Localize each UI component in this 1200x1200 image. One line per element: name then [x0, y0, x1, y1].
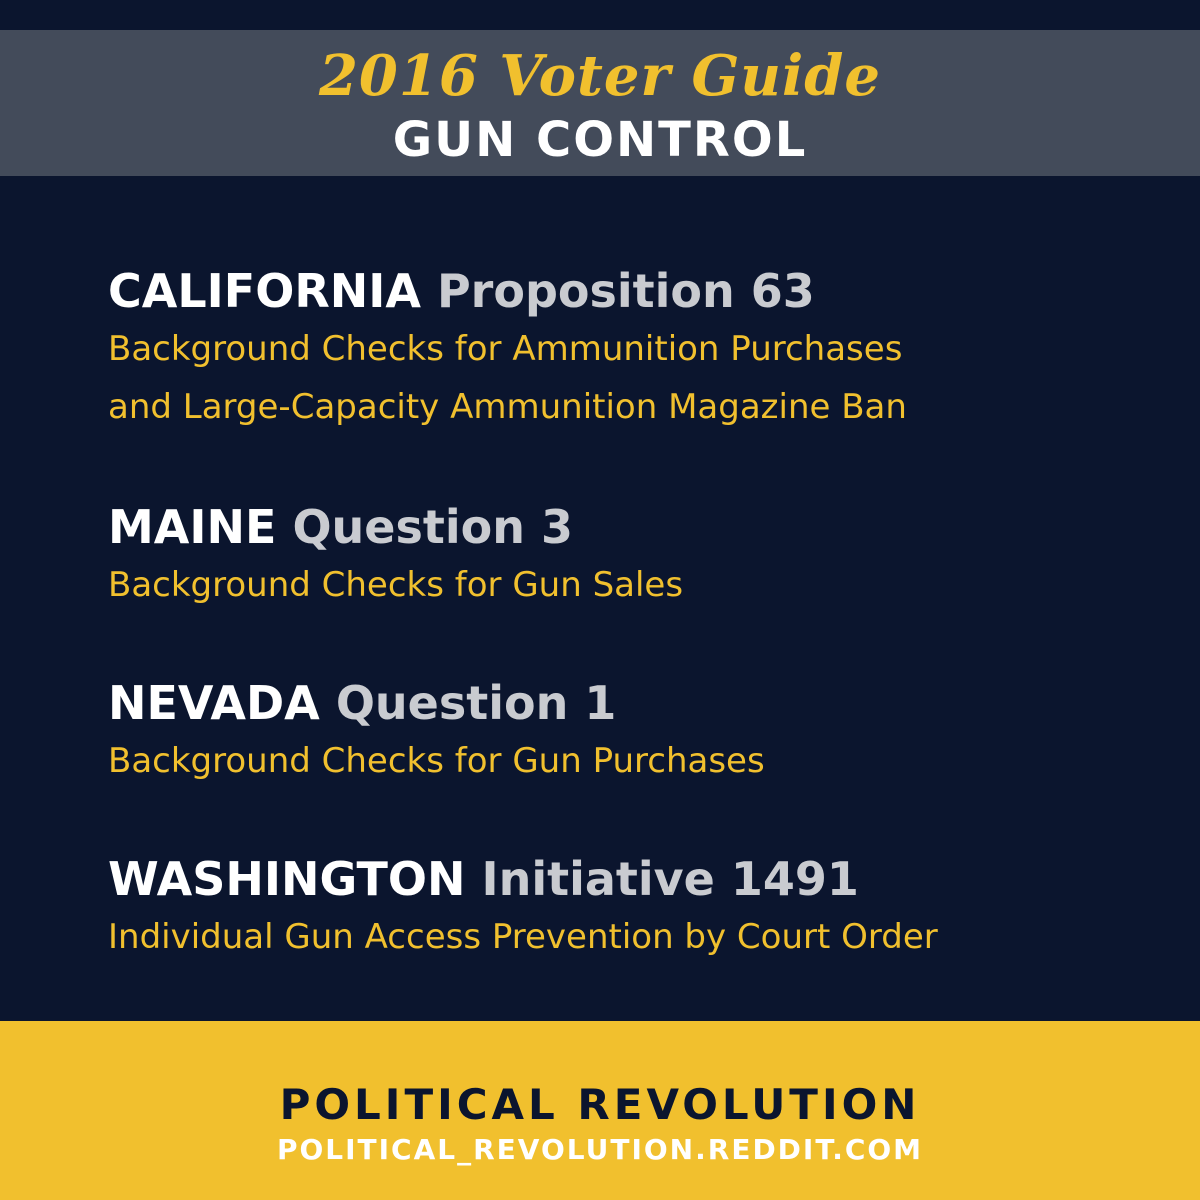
measure-item-nevada: NEVADA Question 1 Background Checks for … [108, 674, 1168, 850]
topic-title: GUN CONTROL [392, 112, 808, 168]
state-name: CALIFORNIA [108, 264, 421, 318]
state-name: NEVADA [108, 676, 320, 730]
measure-heading: WASHINGTON Initiative 1491 [108, 850, 1168, 908]
measure-item-california: CALIFORNIA Proposition 63 Background Che… [108, 262, 1168, 498]
footer-band: POLITICAL REVOLUTION POLITICAL_REVOLUTIO… [0, 1021, 1200, 1200]
measure-description-line: Background Checks for Gun Purchases [108, 741, 765, 781]
measure-item-washington: WASHINGTON Initiative 1491 Individual Gu… [108, 850, 1168, 970]
measure-description-line: and Large-Capacity Ammunition Magazine B… [108, 387, 907, 427]
ballot-measures-list: CALIFORNIA Proposition 63 Background Che… [108, 262, 1168, 970]
state-name: WASHINGTON [108, 852, 466, 906]
measure-description-line: Background Checks for Gun Sales [108, 565, 684, 605]
state-name: MAINE [108, 500, 277, 554]
measure-description-line: Individual Gun Access Prevention by Cour… [108, 917, 938, 957]
measure-item-maine: MAINE Question 3 Background Checks for G… [108, 498, 1168, 674]
measure-heading: CALIFORNIA Proposition 63 [108, 262, 1168, 320]
measure-number: Question 3 [292, 500, 573, 554]
guide-title: 2016 Voter Guide [318, 43, 882, 109]
measure-heading: MAINE Question 3 [108, 498, 1168, 556]
measure-description-line: Background Checks for Ammunition Purchas… [108, 329, 903, 369]
organization-name: POLITICAL REVOLUTION [279, 1080, 921, 1129]
organization-url: POLITICAL_REVOLUTION.REDDIT.COM [276, 1133, 924, 1166]
header-band: 2016 Voter Guide GUN CONTROL [0, 30, 1200, 176]
measure-number: Question 1 [335, 676, 617, 730]
measure-number: Initiative 1491 [481, 852, 859, 906]
measure-heading: NEVADA Question 1 [108, 674, 1168, 732]
measure-number: Proposition 63 [436, 264, 815, 318]
